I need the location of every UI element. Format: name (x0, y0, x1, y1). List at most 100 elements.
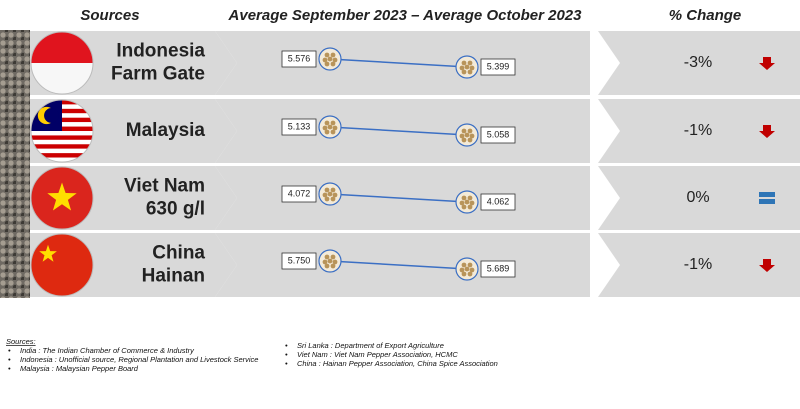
flag-part (31, 131, 93, 136)
bullet: • (285, 350, 288, 359)
pepper-grain (469, 65, 475, 71)
source-name: Malaysia (126, 120, 206, 141)
trend-down-arrow (759, 125, 775, 138)
pepper-grain (467, 204, 473, 210)
flag-ring (30, 31, 94, 95)
flag-ring (30, 233, 94, 297)
pepper-grain (464, 132, 470, 138)
pepper-grain (330, 187, 336, 193)
pepper-grain (467, 271, 473, 277)
pepper-grain (330, 52, 336, 58)
pepper-grain (324, 254, 330, 260)
trend-flat (759, 199, 775, 204)
pepper-grain (330, 61, 336, 67)
pepper-grain (322, 125, 328, 131)
pepper-grain (469, 267, 475, 273)
pepper-grain (324, 120, 330, 126)
label-box (281, 118, 317, 136)
bullet: • (285, 341, 288, 350)
source-name: Farm Gate (111, 64, 205, 85)
pepper-grain (461, 128, 467, 134)
change-value: 0% (686, 189, 709, 206)
slope-line (329, 193, 468, 203)
pepper-grain (324, 129, 330, 135)
oct-value: 4.062 (487, 196, 510, 206)
flag-part (31, 135, 93, 140)
pepper-grain (461, 204, 467, 210)
flag (31, 234, 93, 296)
source-name: Hainan (142, 266, 205, 287)
trend-down-arrow (759, 259, 775, 272)
pepper-grain (469, 200, 475, 206)
pepper-grain (467, 69, 473, 75)
footer-source: India : The Indian Chamber of Commerce &… (20, 346, 195, 355)
slope-line (329, 260, 468, 270)
pepper-grain (324, 61, 330, 67)
change-header: % Change (669, 7, 742, 24)
pepper-grain (324, 52, 330, 58)
flag-part (31, 234, 93, 296)
label-box (480, 193, 516, 211)
trend-flat (759, 192, 775, 197)
change-value: -3% (684, 54, 712, 71)
pepper-grain (332, 57, 338, 63)
label-box (281, 185, 317, 203)
flag-star (47, 182, 77, 211)
sept-value: 5.133 (288, 121, 311, 131)
footer-source: Sri Lanka : Department of Export Agricul… (297, 341, 444, 350)
oct-value: 5.399 (487, 61, 510, 71)
pepper-grain (330, 129, 336, 135)
pepper-grain (327, 56, 333, 62)
trend-down-arrow (759, 57, 775, 70)
pepper-strip (0, 30, 30, 298)
pepper-grain (322, 57, 328, 63)
pepper-grain (324, 196, 330, 202)
pepper-grain (324, 263, 330, 269)
label-box (480, 260, 516, 278)
pepper-grain (459, 65, 465, 71)
flag-part (31, 153, 93, 158)
sept-value: 4.072 (288, 188, 311, 198)
source-name: China (152, 243, 205, 264)
pepper-grain (330, 263, 336, 269)
pepper-grain (464, 64, 470, 70)
pepper-grain (332, 125, 338, 131)
pepper-grain (461, 60, 467, 66)
pepper-grain (461, 262, 467, 268)
flag-part (31, 139, 93, 145)
flag (31, 167, 93, 229)
sept-value: 5.750 (288, 255, 311, 265)
change-band (598, 99, 800, 163)
slope-line (329, 58, 468, 68)
pepper-grain (467, 262, 473, 268)
flag-part (31, 144, 93, 149)
label-box (281, 252, 317, 270)
flag-part (31, 157, 93, 162)
pepper-grain (461, 137, 467, 143)
footer-source: Viet Nam : Viet Nam Pepper Association, … (297, 350, 458, 359)
footer-source: Indonesia : Unofficial source, Regional … (20, 355, 258, 364)
pepper-grain (464, 199, 470, 205)
bullet: • (8, 364, 11, 373)
pepper-grain (461, 69, 467, 75)
pepper-grain (467, 137, 473, 143)
pepper-grain (330, 120, 336, 126)
flag-part (44, 108, 59, 123)
change-band (598, 166, 800, 230)
pepper-grain (322, 192, 328, 198)
label-box (281, 50, 317, 68)
pepper-grain (469, 133, 475, 139)
pepper-grain (467, 195, 473, 201)
bullet: • (8, 355, 11, 364)
pepper-grain (327, 191, 333, 197)
pepper-grain (461, 271, 467, 277)
flag (31, 100, 93, 162)
flag-part (31, 148, 93, 154)
pepper-grain (327, 124, 333, 130)
footer-title: Sources: (6, 337, 36, 346)
pepper-grain (467, 60, 473, 66)
